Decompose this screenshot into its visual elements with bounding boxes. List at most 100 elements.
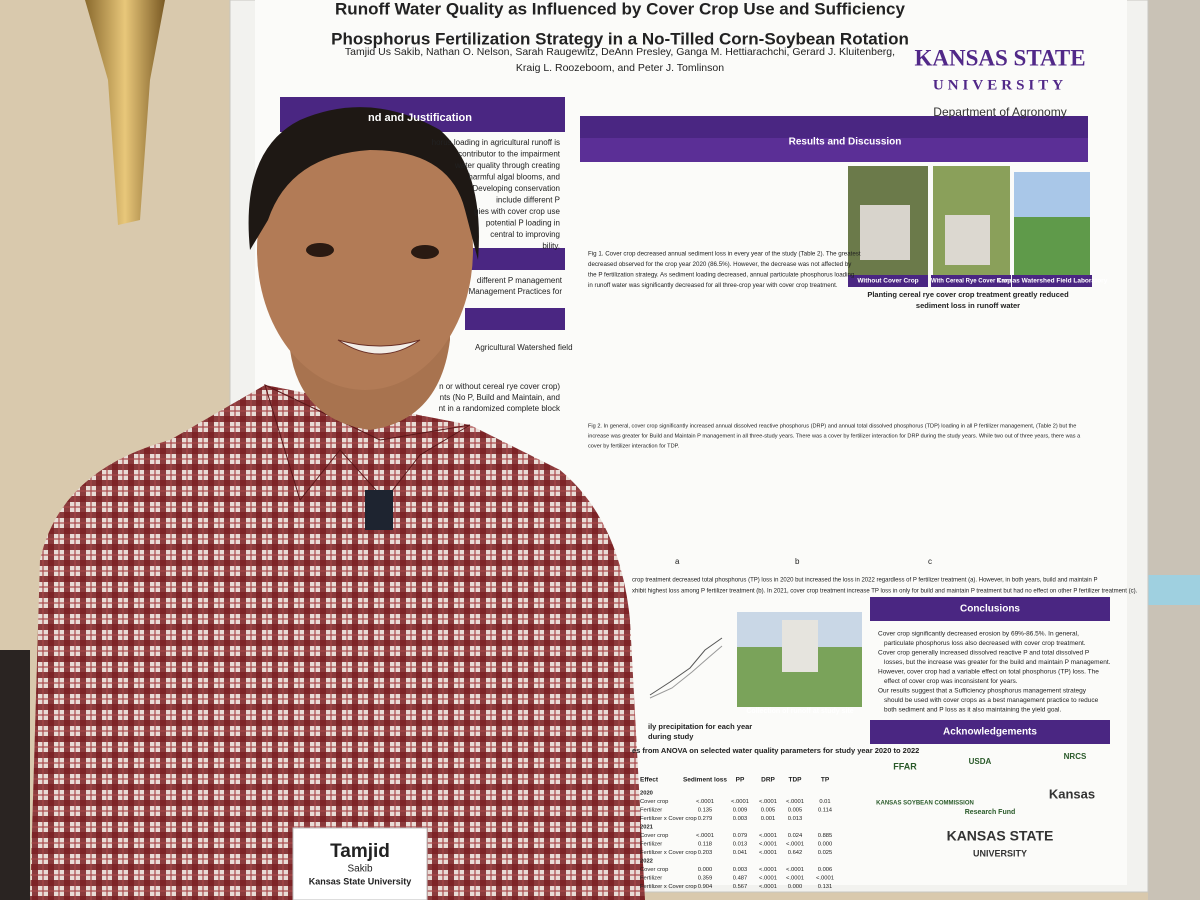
conclusion-text: Cover crop generally increased dissolved… (878, 650, 1089, 657)
table-cell: Cover crop (640, 799, 668, 805)
table-cell: Fertilizer (640, 808, 662, 814)
poster-layout (280, 97, 1110, 744)
table-cell: 2021 (640, 825, 654, 831)
table-cell: <.0001 (759, 850, 777, 856)
section-bar (465, 308, 565, 330)
dark-corner (0, 650, 30, 900)
intro-text: potential P loading in (486, 219, 560, 228)
photo-note: sediment loss in runoff water (916, 301, 1020, 310)
table-cell: <.0001 (731, 799, 749, 805)
table-cell: 0.642 (788, 850, 803, 856)
conclusion-text: losses, but the increase was greater for… (884, 659, 1111, 666)
authors: Tamjid Us Sakib, Nathan O. Nelson, Sarah… (345, 46, 895, 58)
figure-caption: decreased observed for the crop year 202… (588, 261, 852, 268)
table-cell: 0.904 (698, 884, 713, 890)
undershirt (365, 490, 393, 530)
photo-note: Planting cereal rye cover crop treatment… (867, 290, 1069, 299)
intro-text: Developing conservation (472, 184, 560, 193)
table-cell: 0.000 (698, 867, 713, 873)
table-cell: 0.135 (698, 808, 713, 814)
photo-flume (945, 215, 990, 265)
table-cell: 0.079 (733, 833, 748, 839)
smile (337, 339, 421, 355)
photo-flume (860, 205, 910, 260)
table-cell: <.0001 (696, 799, 714, 805)
logo-sub: UNIVERSITY (933, 77, 1067, 93)
table-cell: <.0001 (816, 876, 834, 882)
section-bar (870, 720, 1110, 744)
intro-text: water quality through creating (454, 161, 560, 170)
table-cell: <.0001 (759, 867, 777, 873)
table-header: DRP (761, 777, 775, 784)
conclusion-text: However, cover crop had a variable effec… (878, 669, 1099, 676)
conclusion-text: Our results suggest that a Sufficiency p… (878, 688, 1087, 695)
methods-text: nt in a randomized complete block (439, 404, 561, 413)
photo-shed (782, 620, 818, 672)
table-cell: <.0001 (759, 876, 777, 882)
intro-text: harmful algal blooms, and (468, 173, 560, 182)
intro-text: include different P (496, 196, 560, 205)
collar (264, 384, 471, 502)
table-cell: 0.006 (818, 867, 833, 873)
table-cell: 0.003 (733, 867, 748, 873)
figure-caption: the P fertilization strategy. As sedimen… (588, 272, 855, 279)
person (30, 107, 645, 900)
sponsor-logo: Kansas (1049, 786, 1095, 801)
table-cell: 0.005 (761, 808, 776, 814)
photo-caption: With Cereal Rye Cover Crop (931, 279, 1011, 285)
poster-title: Phosphorus Fertilization Strategy in a N… (331, 29, 909, 48)
table-header: Sediment loss (683, 777, 727, 784)
conclusion-text: effect of cover crop was inconsistent fo… (884, 678, 1018, 685)
table-cell: <.0001 (759, 799, 777, 805)
logo-name: KANSAS STATE (914, 45, 1085, 70)
table-cell: <.0001 (786, 799, 804, 805)
intro-text: bility. (542, 242, 560, 251)
table-cell: 2022 (640, 859, 653, 865)
intro-text: horus loading in agricultural runoff is (432, 138, 560, 147)
background-right (1148, 0, 1200, 900)
figure-caption: in runoff water was significantly decrea… (588, 282, 838, 289)
section-bar (580, 116, 1088, 138)
section-title: nd and Justification (368, 112, 472, 124)
section-title: Results and Discussion (789, 137, 902, 148)
conclusion-text: Cover crop significantly decreased erosi… (878, 631, 1079, 638)
figure-caption: crop treatment decreased total phosphoru… (632, 578, 1097, 584)
panel-label: a (675, 557, 680, 566)
section-title: Conclusions (960, 604, 1020, 615)
sponsor-logo: UNIVERSITY (973, 848, 1027, 858)
table-cell: 0.487 (733, 876, 748, 882)
conclusion-text: both sediment and P loss as it also main… (884, 707, 1061, 714)
sponsor-logo: KANSAS SOYBEAN COMMISSION (876, 801, 974, 807)
table-cell: Cover crop (640, 833, 668, 839)
photo-sky (1014, 172, 1090, 217)
sponsor-logo: FFAR (893, 761, 917, 771)
panel-label: c (928, 557, 932, 566)
sponsor-logo: USDA (969, 757, 992, 766)
conclusion-text: should be used with cover crops as a bes… (884, 697, 1099, 704)
table-cell: Cover crop (640, 867, 668, 873)
table-cell: 0.885 (818, 833, 833, 839)
badge-first-name: Tamjid (330, 841, 390, 862)
table-cell: <.0001 (759, 884, 777, 890)
table-cell: 0.003 (733, 816, 748, 822)
table-cell: 0.01 (819, 799, 830, 805)
figure-caption: increase was greater for Build and Maint… (588, 433, 1081, 439)
table-cell: Fertilizer (640, 876, 662, 882)
figure-caption: ily precipitation for each year (648, 722, 752, 731)
caption-bar (931, 275, 1011, 287)
shirt (30, 385, 645, 900)
methods-text: nts (No P, Build and Maintain, and (440, 393, 560, 402)
objective-text: different P management (477, 276, 563, 285)
methods-text: n or without cereal rye cover crop) (439, 382, 560, 391)
poster-title: Runoff Water Quality as Influenced by Co… (335, 0, 905, 18)
section-bar (465, 248, 565, 270)
table-header: TDP (789, 777, 803, 784)
table-title: es from ANOVA on selected water quality … (632, 746, 919, 755)
table-cell: 0.024 (788, 833, 803, 839)
table-cell: 0.359 (698, 876, 713, 882)
objective-text: Management Practices for (469, 287, 563, 296)
figure-caption: Fig 1. Cover crop decreased annual sedim… (588, 251, 861, 258)
table-cell: 0.118 (698, 842, 712, 848)
table-cell: <.0001 (759, 833, 777, 839)
table-cell: 0.279 (698, 816, 713, 822)
